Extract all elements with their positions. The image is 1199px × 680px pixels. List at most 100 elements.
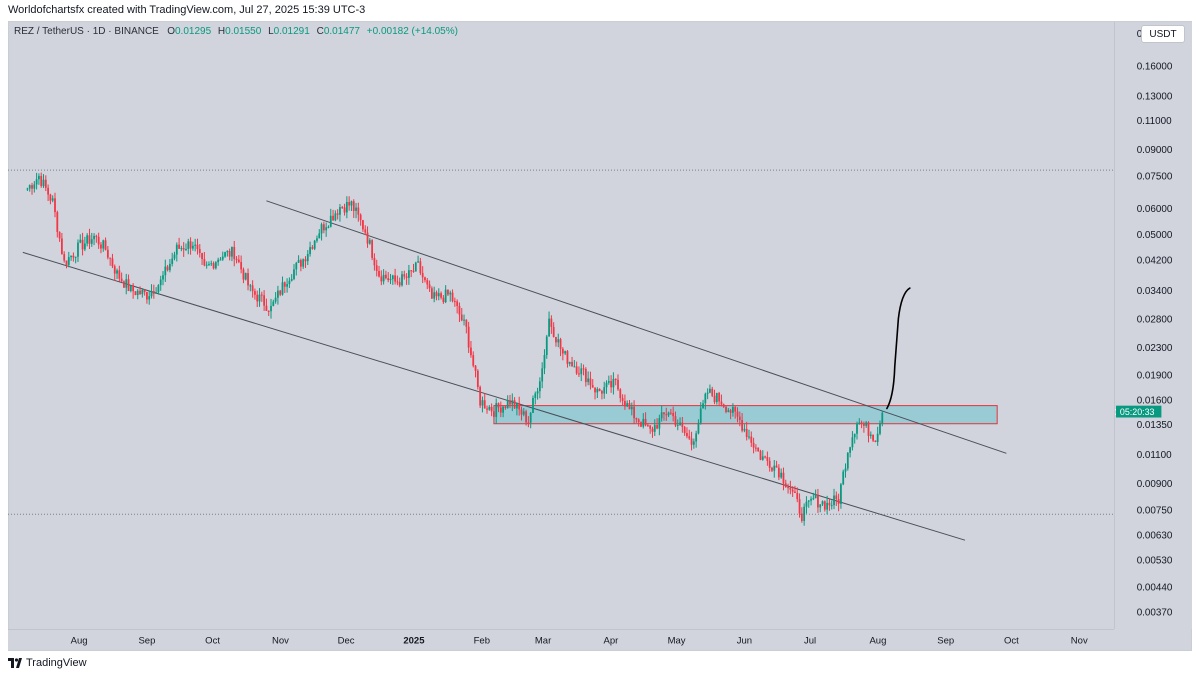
candle-body: [414, 262, 417, 272]
candle-body: [444, 289, 447, 303]
candle-body: [228, 250, 231, 257]
candle-body: [727, 410, 730, 412]
price-tag-countdown: 05:20:33: [1120, 407, 1155, 417]
candle-body: [876, 433, 879, 442]
candle: [548, 311, 550, 337]
candle-body: [329, 215, 332, 227]
price-axis[interactable]: 0.200000.160000.130000.110000.090000.075…: [1114, 22, 1192, 629]
candle-body: [283, 282, 286, 287]
candle-body: [274, 297, 277, 302]
candle-body: [578, 373, 580, 375]
candle-body: [164, 266, 167, 276]
candle: [113, 264, 116, 281]
candle-body: [649, 425, 652, 429]
candle-body: [495, 403, 498, 417]
candle-body: [109, 257, 112, 259]
candle: [575, 361, 578, 375]
price-plot[interactable]: [8, 22, 1114, 629]
currency-button[interactable]: USDT: [1141, 25, 1185, 43]
candle: [120, 272, 123, 283]
candle: [31, 182, 33, 195]
candle: [607, 375, 610, 385]
candle: [725, 405, 727, 414]
candle-body: [559, 339, 562, 349]
time-tick-label: Mar: [535, 635, 552, 646]
candle-body: [667, 412, 670, 416]
candle: [552, 322, 555, 338]
candle: [325, 222, 328, 237]
price-tick-label: 0.16000: [1137, 62, 1173, 73]
candle: [74, 256, 77, 264]
candle-body: [210, 263, 213, 265]
candle: [619, 388, 622, 403]
candle: [796, 487, 799, 503]
candle: [851, 431, 854, 451]
candle: [651, 426, 654, 438]
candle: [610, 375, 613, 393]
candle-body: [745, 428, 748, 437]
candle-body: [362, 220, 364, 230]
candle: [782, 467, 785, 491]
candle-body: [612, 378, 615, 388]
candle-body: [389, 279, 392, 281]
candle-body: [821, 501, 824, 505]
candle: [366, 226, 369, 248]
candle: [123, 280, 125, 288]
candle: [665, 407, 668, 421]
time-axis[interactable]: Aug Sep Oct Nov Dec 2025 Feb Mar Apr May Jun Jul Aug…: [8, 629, 1114, 650]
candle-body: [598, 389, 601, 392]
candle: [272, 299, 275, 307]
candle-body: [162, 275, 164, 280]
candle: [178, 237, 180, 249]
candle: [624, 394, 626, 410]
candle-body: [286, 284, 288, 287]
candle: [231, 246, 233, 262]
candle-body: [182, 248, 185, 250]
candle: [233, 240, 236, 267]
candle: [274, 292, 277, 304]
candle-body: [663, 412, 665, 415]
candle-body: [447, 289, 449, 295]
open-value: 0.01295: [174, 26, 212, 37]
candle-body: [191, 245, 194, 249]
candle: [649, 425, 652, 434]
candle: [81, 232, 84, 256]
candle-body: [566, 351, 569, 364]
candle-body: [249, 285, 252, 287]
candle: [835, 491, 838, 506]
candle-body: [543, 355, 546, 369]
candle: [573, 360, 576, 368]
time-tick-label: Oct: [1004, 635, 1019, 646]
candle-body: [332, 215, 334, 221]
candle: [95, 234, 98, 243]
candle: [341, 205, 344, 209]
candle: [277, 285, 279, 305]
candle-body: [320, 224, 323, 234]
candle: [681, 416, 684, 433]
candle: [228, 248, 231, 261]
candle: [543, 349, 546, 375]
candle-body: [134, 291, 137, 296]
candle-body: [157, 285, 160, 293]
candle-body: [679, 422, 681, 425]
open-label: O: [167, 26, 175, 37]
candle: [327, 225, 330, 229]
candle: [727, 407, 730, 413]
candle: [44, 175, 47, 192]
candle-body: [322, 224, 325, 231]
candle: [493, 407, 495, 419]
candle: [529, 411, 532, 429]
candle-body: [116, 270, 118, 274]
candle-body: [476, 370, 479, 387]
candle-body: [814, 494, 817, 499]
candle: [260, 291, 263, 302]
candle: [752, 437, 755, 454]
candle-body: [67, 257, 70, 265]
symbol-legend: REZ / TetherUS · 1D · BINANCE O0.01295 H…: [14, 26, 458, 37]
candle-body: [738, 416, 741, 421]
candle-body: [260, 294, 263, 296]
candle-body: [624, 400, 626, 407]
candle: [65, 260, 68, 269]
candle: [741, 413, 744, 433]
candle: [106, 246, 109, 260]
